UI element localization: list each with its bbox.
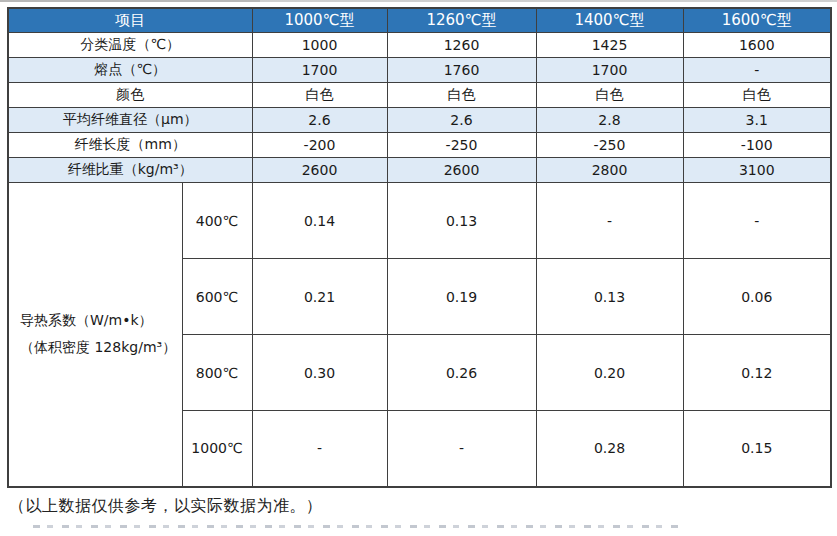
table-cell: -250 [387, 133, 536, 158]
table-row-classification-temp: 分类温度（℃） 1000 1260 1425 1600 [8, 33, 831, 58]
table-cell: 1260 [387, 33, 536, 58]
table-cell: -100 [683, 133, 831, 158]
table-cell: 1425 [536, 33, 683, 58]
table-cell: 0.15 [683, 411, 831, 487]
table-row-fiber-length: 纤维长度（mm） -200 -250 -250 -100 [8, 133, 831, 158]
table-cell: 白色 [387, 83, 536, 108]
row-label: 熔点（℃） [8, 58, 252, 83]
table-cell: 1760 [387, 58, 536, 83]
temp-subheader: 400℃ [182, 183, 252, 259]
conductivity-label-line1: 导热系数（W/m•k） [20, 312, 182, 330]
row-label: 平均纤维直径（μm） [8, 108, 252, 133]
conductivity-label-cell: 导热系数（W/m•k） （体积密度 128kg/m³） [8, 183, 182, 487]
table-cell: 白色 [683, 83, 831, 108]
table-cell: 0.30 [252, 335, 387, 411]
table-cell: 3.1 [683, 108, 831, 133]
table-cell: 2.6 [252, 108, 387, 133]
table-cell: 2600 [387, 158, 536, 183]
table-cell: -250 [536, 133, 683, 158]
table-cell: 0.26 [387, 335, 536, 411]
table-cell: 0.13 [536, 259, 683, 335]
row-label: 纤维长度（mm） [8, 133, 252, 158]
table-row-fiber-diameter: 平均纤维直径（μm） 2.6 2.6 2.8 3.1 [8, 108, 831, 133]
temp-subheader: 600℃ [182, 259, 252, 335]
page: 项目 1000℃型 1260℃型 1400℃型 1600℃型 分类温度（℃） 1… [0, 0, 837, 536]
table-cell: 2800 [536, 158, 683, 183]
column-header-1600c: 1600℃型 [683, 8, 831, 33]
header-row: 项目 1000℃型 1260℃型 1400℃型 1600℃型 [8, 8, 831, 33]
table-cell: 0.06 [683, 259, 831, 335]
row-label: 分类温度（℃） [8, 33, 252, 58]
table-cell: 0.14 [252, 183, 387, 259]
table-cell: 0.20 [536, 335, 683, 411]
table-cell: 0.12 [683, 335, 831, 411]
column-header-1260c: 1260℃型 [387, 8, 536, 33]
table-row-conductivity-400: 导热系数（W/m•k） （体积密度 128kg/m³） 400℃ 0.14 0.… [8, 183, 831, 259]
table-cell: - [536, 183, 683, 259]
table-cell: 1000 [252, 33, 387, 58]
table-cell: - [683, 183, 831, 259]
table-cell: 2600 [252, 158, 387, 183]
table-cell: 0.21 [252, 259, 387, 335]
column-header-item: 项目 [8, 8, 252, 33]
temp-subheader: 1000℃ [182, 411, 252, 487]
table-cell: 2.8 [536, 108, 683, 133]
table-cell: 2.6 [387, 108, 536, 133]
table-cell: 0.19 [387, 259, 536, 335]
table-cell: 3100 [683, 158, 831, 183]
table-cell: - [252, 411, 387, 487]
table-row-color: 颜色 白色 白色 白色 白色 [8, 83, 831, 108]
table-cell: 0.28 [536, 411, 683, 487]
table-cell: 白色 [252, 83, 387, 108]
spec-table: 项目 1000℃型 1260℃型 1400℃型 1600℃型 分类温度（℃） 1… [7, 7, 832, 488]
disclaimer-note: （以上数据仅供参考，以实际数据为准。） [9, 496, 323, 517]
row-label: 颜色 [8, 83, 252, 108]
table-cell: - [683, 58, 831, 83]
table-cell: 白色 [536, 83, 683, 108]
row-label: 纤维比重（kg/m³） [8, 158, 252, 183]
table-cell: 1700 [252, 58, 387, 83]
table-cell: 1600 [683, 33, 831, 58]
table-row-melting-point: 熔点（℃） 1700 1760 1700 - [8, 58, 831, 83]
conductivity-label-line2: （体积密度 128kg/m³） [20, 339, 182, 357]
cropped-text-artifact [33, 525, 678, 528]
table-cell: 1700 [536, 58, 683, 83]
table-row-fiber-density: 纤维比重（kg/m³） 2600 2600 2800 3100 [8, 158, 831, 183]
table-cell: -200 [252, 133, 387, 158]
table-cell: 0.13 [387, 183, 536, 259]
table-cell: - [387, 411, 536, 487]
cropped-top-line [0, 0, 837, 2]
column-header-1400c: 1400℃型 [536, 8, 683, 33]
temp-subheader: 800℃ [182, 335, 252, 411]
column-header-1000c: 1000℃型 [252, 8, 387, 33]
